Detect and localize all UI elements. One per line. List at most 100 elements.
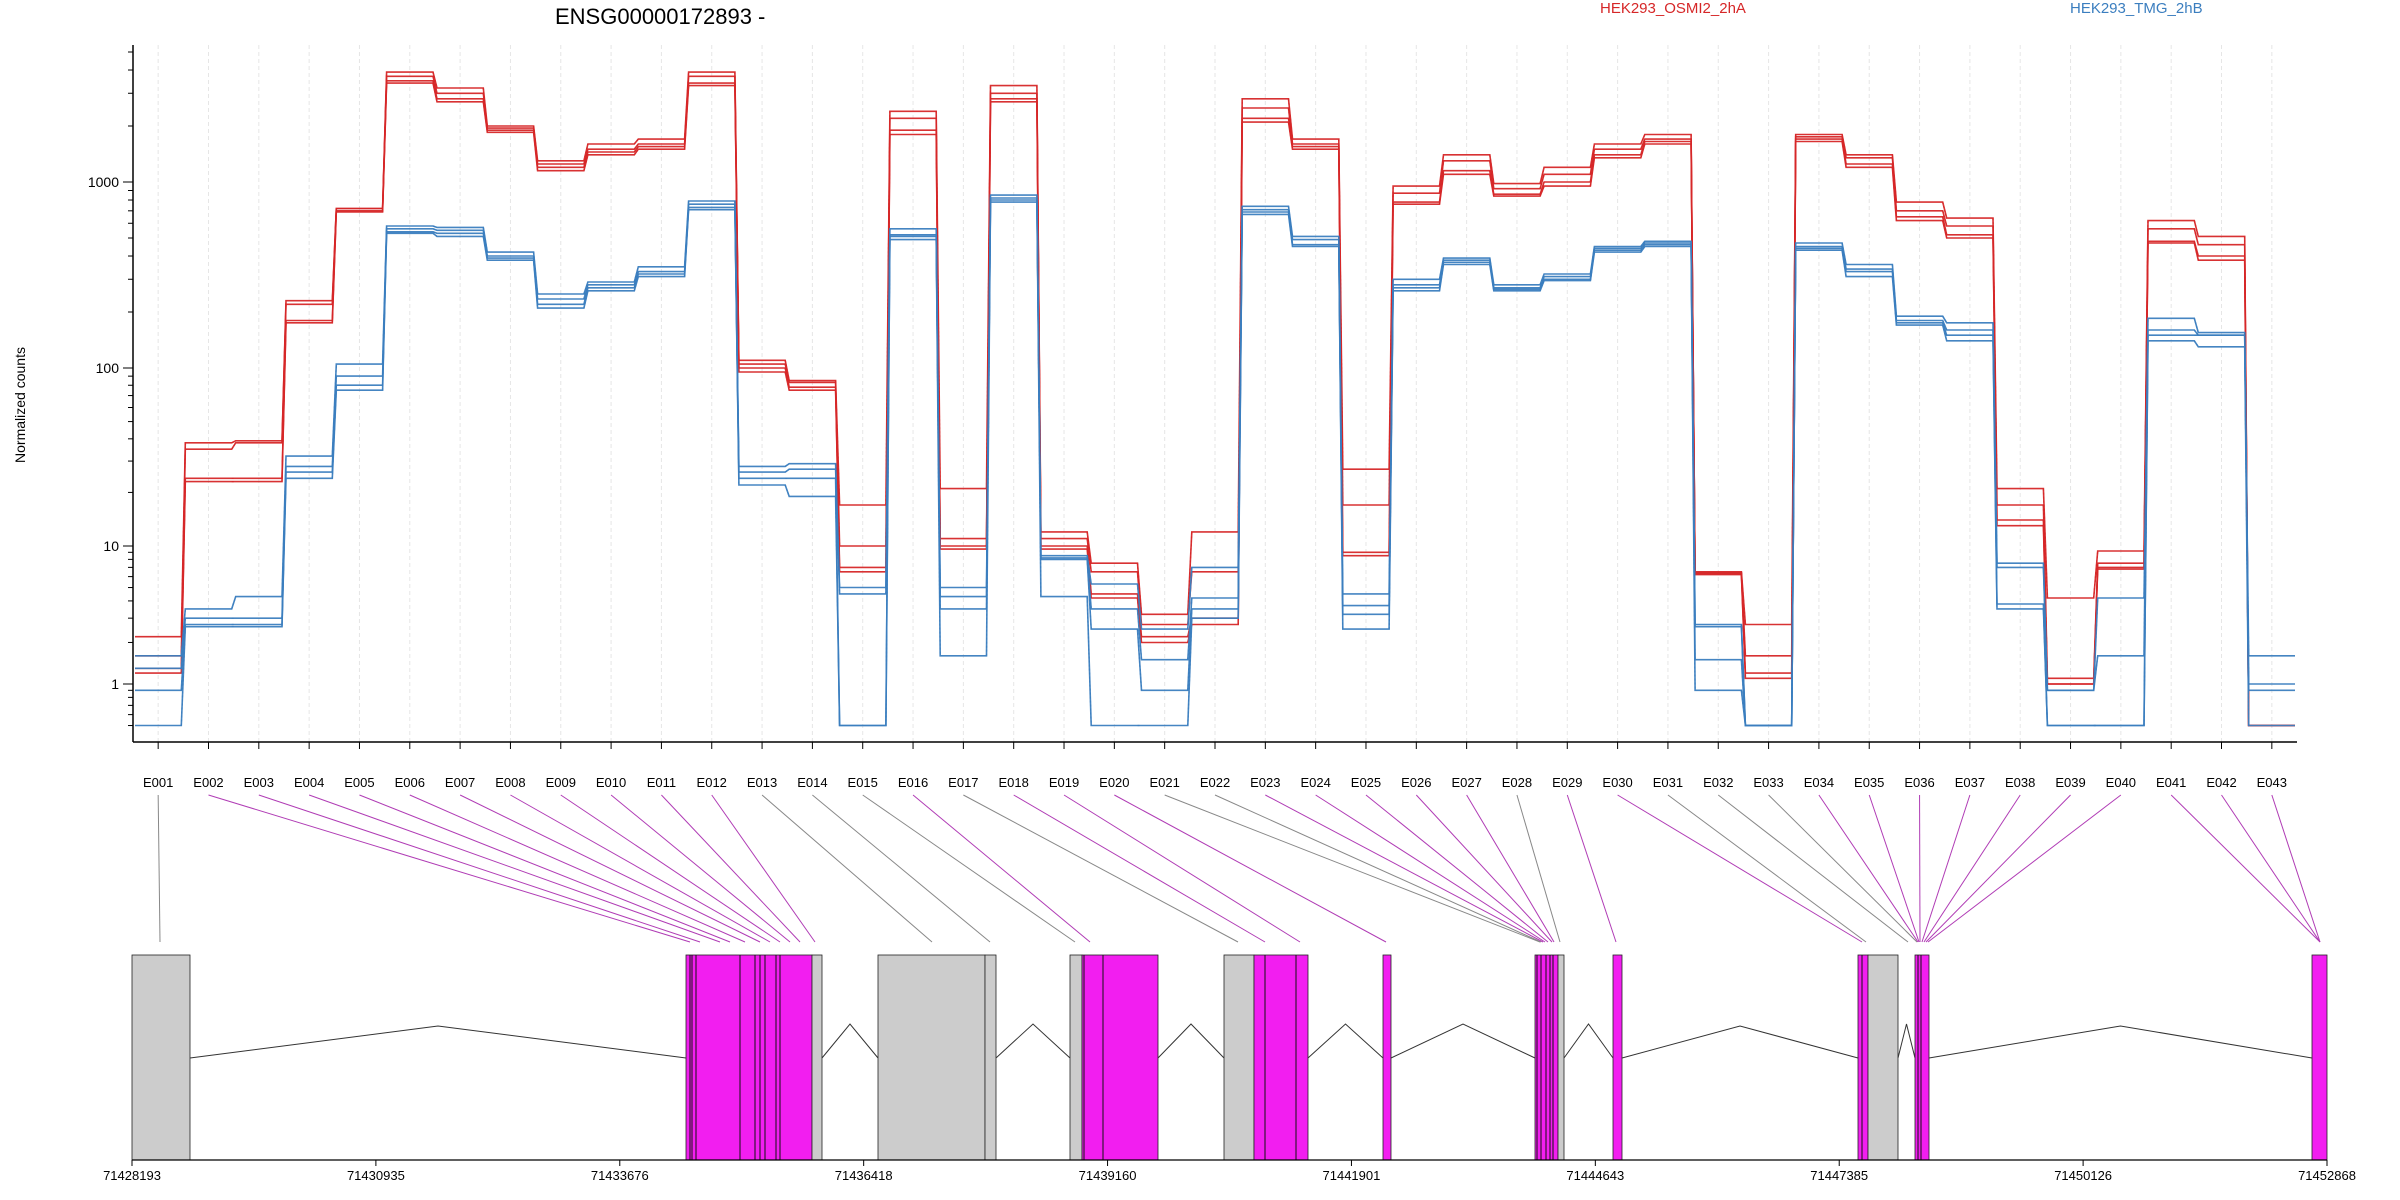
exon-label: E008: [495, 775, 525, 790]
exon-label: E014: [797, 775, 827, 790]
exon-block: [1081, 954, 1159, 1161]
exon-label: E002: [193, 775, 223, 790]
exon-block: [877, 954, 986, 1161]
intron-line: [1307, 1023, 1384, 1059]
exon-connector: [359, 794, 731, 943]
exon-label: E033: [1753, 775, 1783, 790]
exon-label: E001: [143, 775, 173, 790]
exon-label: E038: [2005, 775, 2035, 790]
exon-connector: [208, 794, 691, 943]
exon-connector: [1265, 794, 1544, 943]
intron-line: [995, 1023, 1071, 1059]
exon-labels: E001 E002 E003 E004 E005 E006 E007 E008 E009 E010…: [143, 742, 2287, 790]
exon-connector: [560, 794, 781, 943]
exon-connector: [1566, 794, 1617, 943]
exon-label: E041: [2156, 775, 2186, 790]
coordinate-label: 71436418: [835, 1168, 893, 1183]
exon-label: E016: [898, 775, 928, 790]
exon-block: [984, 954, 997, 1161]
series-line: [135, 82, 2295, 727]
exon-label: E025: [1351, 775, 1381, 790]
exon-connector: [1617, 794, 1863, 943]
exon-connector: [1868, 794, 1920, 943]
legend-entry-osmi2: HEK293_OSMI2_2hA: [1600, 0, 1746, 17]
exon-connector: [258, 794, 701, 943]
coordinate-label: 71447385: [1810, 1168, 1868, 1183]
series-line: [135, 75, 2295, 727]
exon-label: E012: [697, 775, 727, 790]
exon-label: E022: [1200, 775, 1230, 790]
exon-label: E043: [2257, 775, 2287, 790]
exon-connector: [862, 794, 1076, 943]
exon-label: E029: [1552, 775, 1582, 790]
exon-connector: [1013, 794, 1266, 943]
exon-connector: [510, 794, 771, 943]
exon-connector: [459, 794, 761, 943]
intron-line: [1157, 1023, 1225, 1059]
intron-line: [1563, 1023, 1614, 1059]
exon-connector: [1164, 794, 1541, 943]
exon-connector: [308, 794, 721, 943]
vertical-gridlines: [157, 45, 2273, 742]
intron-line: [821, 1023, 879, 1059]
coordinate-label: 71430935: [347, 1168, 405, 1183]
exon-label: E027: [1451, 775, 1481, 790]
exon-connector: [1925, 794, 2071, 943]
exon-label: E007: [445, 775, 475, 790]
series-connector: [180, 202, 2250, 727]
y-tick-label: 100: [96, 360, 120, 376]
exon-connector: [157, 794, 161, 943]
genomic-coordinate-ticks: 71428193 71430935 71433676 71436418 71439160…: [103, 1160, 2356, 1183]
exon-label: E005: [344, 775, 374, 790]
coordinate-label: 71444643: [1566, 1168, 1624, 1183]
exon-connector: [1214, 794, 1542, 943]
y-tick-label: 1000: [88, 174, 119, 190]
exon-label: E026: [1401, 775, 1431, 790]
exon-connector: [1818, 794, 1919, 943]
exon-connector: [2271, 794, 2321, 943]
coordinate-label: 71450126: [2054, 1168, 2112, 1183]
exon-connector: [610, 794, 791, 943]
axes: 1 10 100 1000: [88, 45, 2297, 743]
exon-label: E037: [1955, 775, 1985, 790]
coordinate-label: 71433676: [591, 1168, 649, 1183]
exon-label: E017: [948, 775, 978, 790]
exon-label: E036: [1904, 775, 1934, 790]
exon-connector: [1923, 794, 2021, 943]
exon-label: E003: [244, 775, 274, 790]
chart-title: ENSG00000172893 -: [555, 4, 765, 29]
exon-block: [1223, 954, 1255, 1161]
exon-label: E021: [1149, 775, 1179, 790]
exon-label: E035: [1854, 775, 1884, 790]
exon-connector: [761, 794, 933, 943]
exon-label: E020: [1099, 775, 1129, 790]
series-line: [135, 197, 2295, 727]
exon-block: [1253, 954, 1309, 1161]
exon-label: E024: [1300, 775, 1330, 790]
gene-model: [131, 954, 2328, 1161]
exon-block: [1914, 954, 1930, 1161]
exon-block: [1557, 954, 1565, 1161]
exon-label: E018: [999, 775, 1029, 790]
exon-connector: [1927, 794, 2122, 943]
exon-connector: [2221, 794, 2321, 943]
exon-label: E042: [2206, 775, 2236, 790]
exon-label: E015: [848, 775, 878, 790]
exon-connector: [1063, 794, 1301, 943]
exon-connector: [1365, 794, 1549, 943]
series-line: [135, 71, 2295, 727]
series-line: [135, 201, 2295, 727]
exon-block: [1612, 954, 1623, 1161]
coordinate-label: 71439160: [1079, 1168, 1137, 1183]
exon-connector: [1415, 794, 1553, 943]
exon-label: E028: [1502, 775, 1532, 790]
exon-label: E023: [1250, 775, 1280, 790]
exon-block: [131, 954, 191, 1161]
exon-connector: [912, 794, 1091, 943]
exon-connector: [1516, 794, 1561, 943]
exon-label: E004: [294, 775, 324, 790]
series-lines: [135, 71, 2295, 727]
intron-line: [189, 1025, 687, 1059]
exon-label: E039: [2055, 775, 2085, 790]
exon-label: E040: [2106, 775, 2136, 790]
